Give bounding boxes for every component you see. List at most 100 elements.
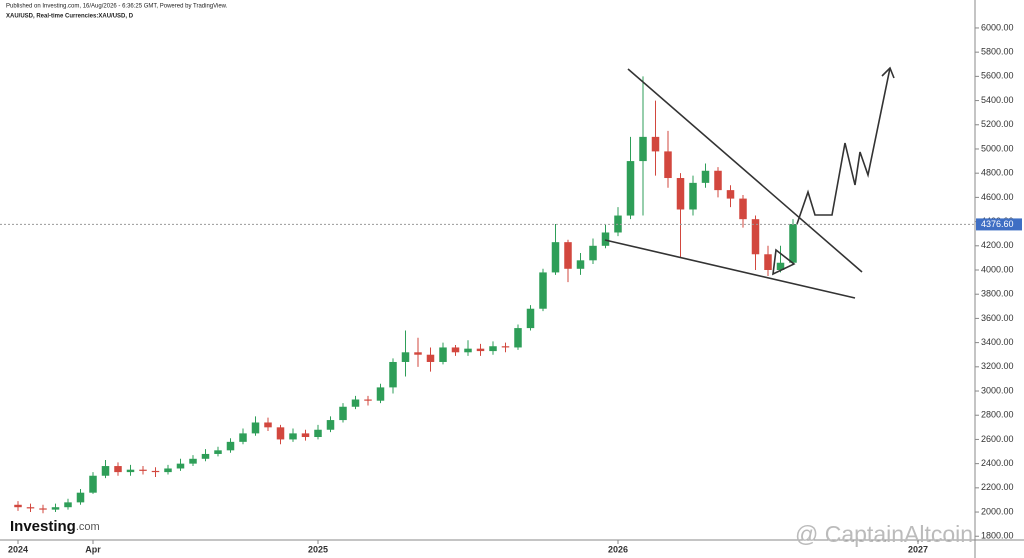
y-tick-label: 2000.00: [981, 506, 1014, 516]
x-tick-label: 2025: [308, 544, 328, 554]
candle-body: [514, 328, 522, 348]
last-price-label: 4376.60: [981, 219, 1014, 229]
candle-body: [501, 346, 510, 348]
y-tick-label: 5600.00: [981, 71, 1014, 81]
candle-body: [764, 254, 772, 270]
logo-suffix: .com: [76, 521, 100, 533]
candle-body: [776, 262, 785, 270]
candle-body: [376, 387, 385, 401]
candle-body: [89, 475, 97, 493]
y-tick-label: 3000.00: [981, 385, 1014, 395]
watermark: @ CaptainAltcoin: [795, 521, 973, 547]
candle-body: [414, 352, 422, 355]
y-tick-label: 3400.00: [981, 337, 1014, 347]
candle-body: [314, 429, 322, 438]
candle-body: [626, 161, 635, 216]
candle-body: [114, 466, 122, 473]
candle-body: [14, 504, 22, 508]
candle-body: [276, 427, 285, 440]
candle-body: [201, 453, 210, 459]
y-tick-label: 2200.00: [981, 482, 1014, 492]
projection-path: [796, 67, 891, 225]
candle-body: [551, 242, 560, 273]
candle-body: [789, 224, 797, 263]
candle-body: [289, 433, 297, 440]
y-tick-label: 3800.00: [981, 289, 1014, 299]
candle-body: [701, 170, 710, 183]
y-tick-label: 2600.00: [981, 434, 1014, 444]
candle-body: [576, 260, 585, 269]
y-tick-label: 4200.00: [981, 240, 1014, 250]
published-note: Published on Investing.com, 16/Aug/2026 …: [6, 4, 228, 10]
y-tick-label: 5800.00: [981, 47, 1014, 57]
candle-body: [139, 469, 147, 471]
x-tick-label: Apr: [85, 544, 101, 554]
candle-body: [526, 308, 535, 329]
candle-body: [226, 441, 235, 451]
candle-body: [264, 422, 272, 428]
candle-body: [589, 245, 597, 261]
y-tick-label: 5000.00: [981, 143, 1014, 153]
candle-body: [126, 469, 135, 473]
y-tick-label: 6000.00: [981, 22, 1014, 32]
upper-trendline: [627, 68, 863, 273]
logo: Investing.com: [10, 518, 100, 535]
y-tick-label: 5400.00: [981, 95, 1014, 105]
candle-body: [726, 190, 735, 199]
candle-body: [426, 354, 435, 362]
candle-body: [714, 170, 722, 191]
y-tick-label: 4000.00: [981, 264, 1014, 274]
candle-body: [364, 399, 372, 401]
candle-body: [464, 348, 472, 353]
candle-body: [64, 502, 72, 508]
x-tick-label: 2024: [8, 544, 28, 554]
projection-arrowhead: [881, 66, 895, 79]
candle-body: [739, 198, 747, 220]
candle-body: [489, 346, 497, 352]
symbol-title: XAU/USD, Real-time Currencies:XAU/USD, D: [6, 14, 134, 20]
candle-body: [214, 450, 222, 454]
candle-body: [301, 433, 310, 438]
y-tick-label: 3200.00: [981, 361, 1014, 371]
candle-body: [251, 422, 260, 434]
candle-body: [614, 215, 622, 233]
candle-body: [401, 352, 410, 362]
candle-body: [476, 348, 485, 352]
logo-brand: Investing: [10, 518, 76, 535]
last-price-badge: [976, 218, 1022, 231]
y-tick-label: 4800.00: [981, 168, 1014, 178]
y-tick-label: 1800.00: [981, 531, 1014, 541]
candle-body: [539, 272, 547, 309]
candle-body: [239, 433, 247, 442]
candle-body: [676, 178, 685, 210]
candle-body: [26, 507, 35, 509]
x-tick-label: 2026: [608, 544, 628, 554]
candle-body: [76, 492, 85, 503]
candle-body: [326, 420, 335, 430]
y-tick-label: 4600.00: [981, 192, 1014, 202]
candle-body: [564, 242, 572, 269]
lower-trendline: [604, 239, 856, 299]
y-tick-label: 2800.00: [981, 410, 1014, 420]
candle-body: [451, 347, 460, 353]
candle-body: [39, 508, 47, 510]
candle-body: [351, 399, 360, 407]
candle-body: [601, 232, 610, 246]
candle-body: [51, 507, 60, 510]
candle-body: [101, 466, 110, 476]
candle-body: [689, 182, 697, 210]
candle-body: [651, 136, 660, 152]
candle-body: [639, 136, 647, 162]
y-tick-label: 2400.00: [981, 458, 1014, 468]
candle-body: [751, 219, 760, 255]
pennant: [772, 248, 796, 276]
candles: [14, 76, 797, 514]
candle-body: [339, 406, 347, 421]
candle-body: [439, 347, 447, 362]
candle-body: [664, 151, 672, 179]
candle-body: [151, 470, 160, 473]
candle-body: [389, 361, 397, 388]
y-tick-label: 5200.00: [981, 119, 1014, 129]
